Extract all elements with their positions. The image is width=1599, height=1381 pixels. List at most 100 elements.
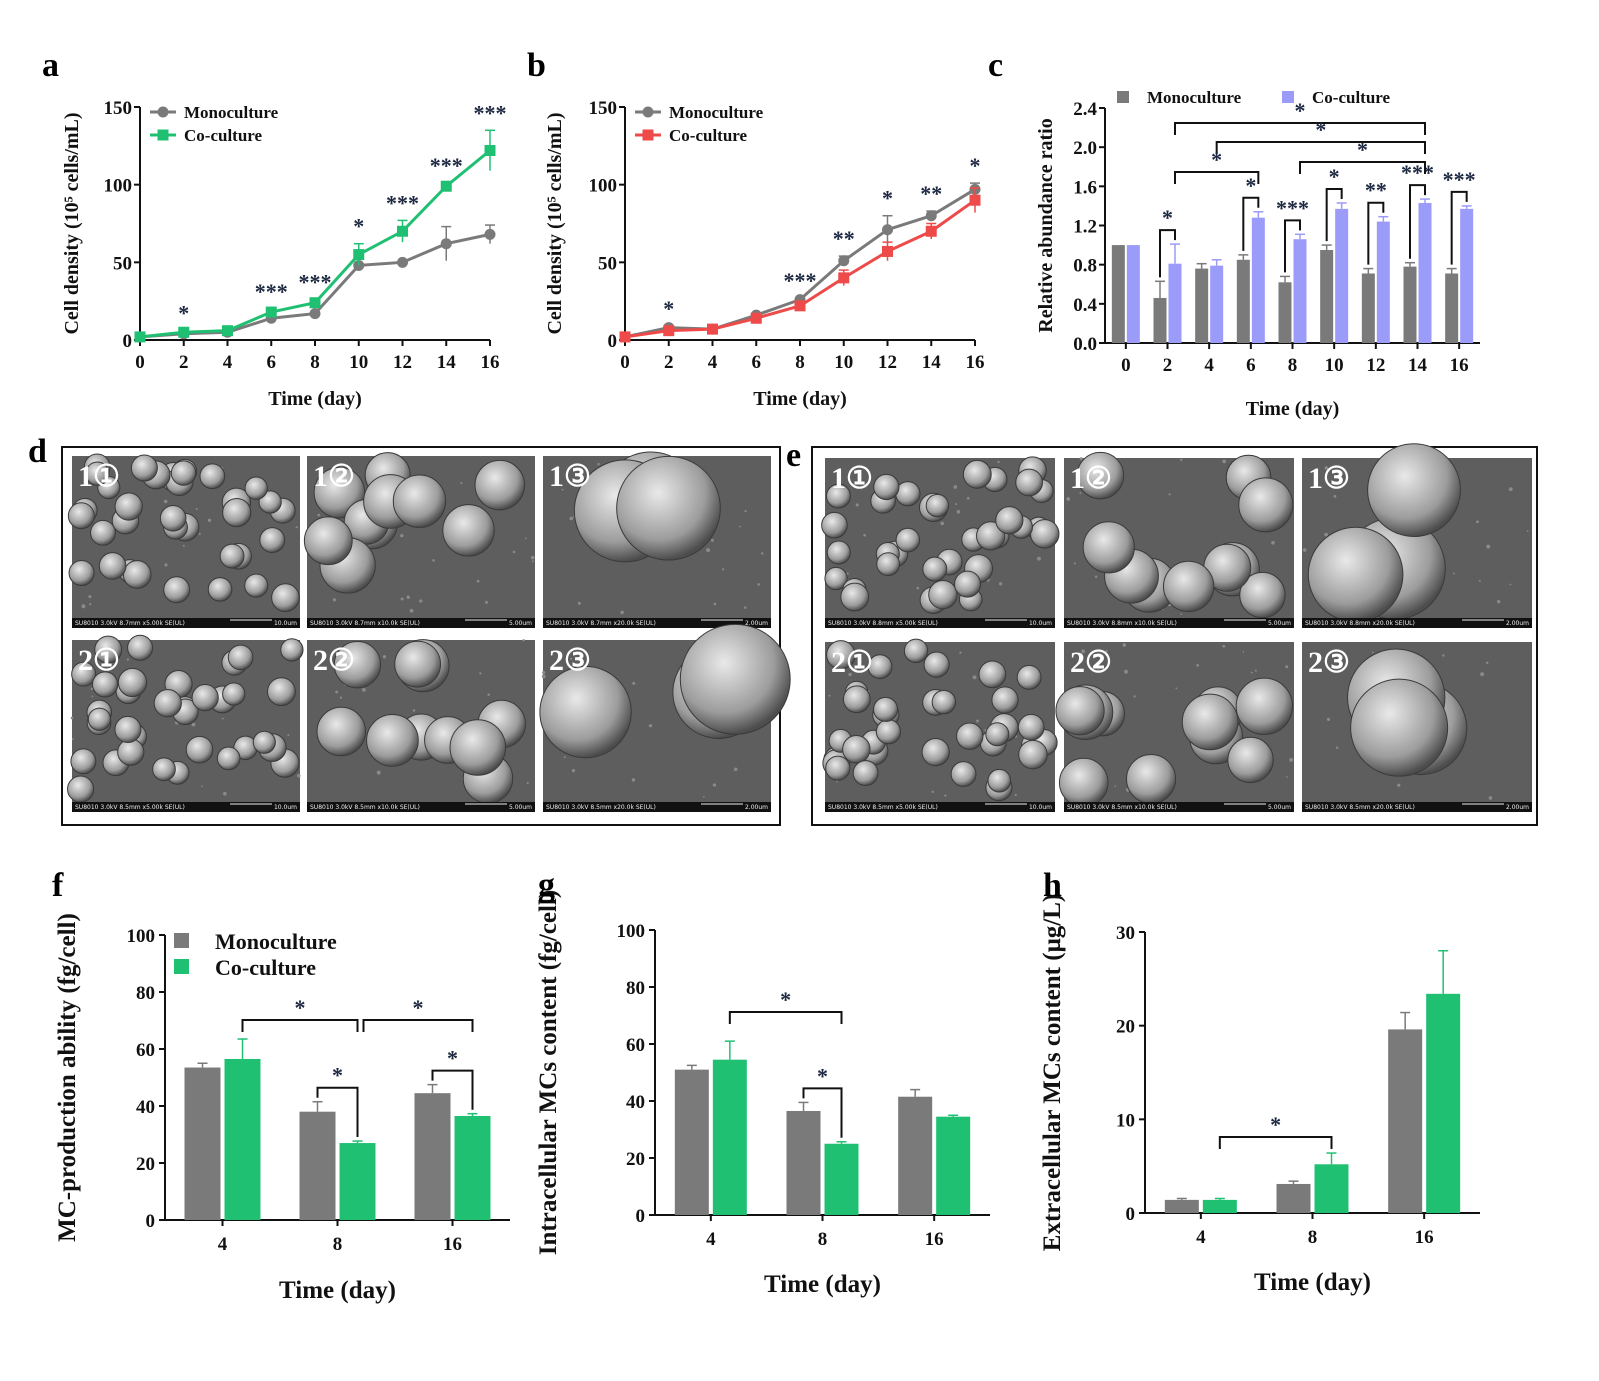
micrograph-scale: 5.00um bbox=[509, 804, 532, 811]
debris-speck bbox=[1242, 650, 1245, 653]
debris-speck bbox=[530, 555, 535, 560]
debris-speck bbox=[297, 774, 301, 778]
pair-bracket bbox=[1284, 219, 1301, 273]
cross-bracket bbox=[1218, 1136, 1333, 1149]
algal-cell bbox=[1239, 571, 1286, 619]
algal-cell bbox=[127, 634, 154, 661]
micrograph-scale: 2.00um bbox=[1506, 804, 1529, 811]
algal-cell bbox=[950, 761, 977, 787]
data-point bbox=[309, 297, 321, 309]
algal-cell bbox=[824, 566, 848, 591]
algal-cell bbox=[442, 504, 495, 557]
x-tick-label: 10 bbox=[834, 352, 853, 373]
y-tick-label: 0.8 bbox=[1073, 256, 1097, 277]
debris-speck bbox=[620, 610, 624, 615]
debris-speck bbox=[287, 734, 290, 737]
debris-speck bbox=[1496, 599, 1501, 604]
significance-marker: * bbox=[970, 153, 981, 178]
sem-micrograph: SU8010 3.0kV 8.5mm x20.0k SE(UL) 2.00um 2③ bbox=[1302, 642, 1532, 812]
significance-marker: * bbox=[817, 1063, 828, 1088]
debris-speck bbox=[317, 513, 321, 517]
algal-cell bbox=[122, 560, 152, 589]
debris-speck bbox=[1079, 492, 1082, 495]
y-axis-title: Relative abundance ratio bbox=[1035, 118, 1057, 332]
debris-speck bbox=[561, 488, 564, 491]
micrograph-label: 2① bbox=[78, 644, 120, 677]
bar-co-culture bbox=[1376, 221, 1390, 343]
pair-bracket bbox=[1325, 187, 1343, 242]
debris-speck bbox=[966, 496, 970, 500]
significance-marker: * bbox=[1162, 205, 1173, 230]
micrograph-caption-bar bbox=[543, 802, 771, 812]
data-point bbox=[794, 300, 806, 312]
y-axis-title: Cell density (10⁵ cells/mL) bbox=[61, 112, 83, 334]
algal-cell bbox=[153, 689, 182, 718]
significance-marker: * bbox=[663, 296, 674, 321]
algal-cell bbox=[85, 461, 110, 486]
algal-cell bbox=[1367, 443, 1461, 537]
legend-marker bbox=[157, 129, 169, 141]
algal-cell bbox=[1055, 686, 1105, 736]
y-tick-label: 0.4 bbox=[1073, 295, 1097, 316]
pair-bracket bbox=[431, 1069, 474, 1110]
y-tick-label: 20 bbox=[136, 1154, 155, 1175]
debris-speck bbox=[1105, 650, 1108, 653]
debris-speck bbox=[522, 639, 525, 642]
sem-panel-d: SU8010 3.0kV 8.7mm x5.00k SE(UL) 10.0um 1①… bbox=[61, 446, 791, 826]
debris-speck bbox=[976, 719, 979, 723]
y-tick-label: 2.0 bbox=[1073, 138, 1097, 159]
sem-micrograph: SU8010 3.0kV 8.5mm x5.00k SE(UL) 10.0um 2① bbox=[822, 638, 1058, 812]
debris-speck bbox=[1196, 664, 1200, 667]
pair-bracket bbox=[1409, 184, 1426, 259]
algal-cell bbox=[170, 460, 197, 486]
algal-cell bbox=[333, 641, 382, 689]
debris-speck bbox=[1037, 556, 1041, 561]
debris-speck bbox=[221, 717, 224, 720]
significance-marker: * bbox=[178, 301, 189, 326]
bar-monoculture bbox=[1111, 245, 1125, 343]
algal-cell bbox=[903, 638, 929, 664]
debris-speck bbox=[1073, 562, 1076, 565]
debris-speck bbox=[853, 668, 858, 673]
debris-speck bbox=[1324, 532, 1328, 537]
y-tick-label: 0 bbox=[1126, 1204, 1136, 1225]
debris-speck bbox=[1488, 796, 1493, 800]
algal-cell bbox=[90, 519, 116, 546]
debris-speck bbox=[940, 521, 945, 526]
y-tick-label: 0 bbox=[146, 1211, 156, 1232]
debris-speck bbox=[476, 579, 480, 583]
bar-co-culture bbox=[339, 1143, 376, 1220]
legend-marker bbox=[642, 129, 654, 141]
algal-cell bbox=[954, 570, 982, 598]
debris-speck bbox=[848, 672, 852, 677]
debris-speck bbox=[1286, 776, 1288, 778]
x-tick-label: 10 bbox=[349, 352, 368, 373]
sem-micrograph: SU8010 3.0kV 8.8mm x20.0k SE(UL) 2.00um 1③ bbox=[1302, 443, 1532, 628]
legend-label: Co-culture bbox=[1312, 88, 1391, 107]
micrograph-caption-bar bbox=[1064, 802, 1294, 812]
algal-cell bbox=[1082, 521, 1135, 574]
chart-b: 0 50 100 150 0 2 4 6 8 10 12 14 16 Time (day) Cell den… bbox=[544, 98, 985, 410]
micrograph-scale: 5.00um bbox=[509, 620, 532, 627]
sem-micrograph: SU8010 3.0kV 8.5mm x20.0k SE(UL) 2.00um 2③ bbox=[539, 623, 791, 812]
significance-marker: *** bbox=[386, 190, 419, 215]
bar-monoculture bbox=[1164, 1199, 1199, 1213]
micrograph-scale: 2.00um bbox=[1506, 620, 1529, 627]
x-tick-label: 2 bbox=[664, 352, 674, 373]
debris-speck bbox=[706, 548, 711, 553]
data-point bbox=[925, 210, 937, 222]
debris-speck bbox=[382, 655, 387, 659]
algal-cell bbox=[1016, 664, 1042, 690]
algal-cell bbox=[985, 722, 1010, 747]
algal-cell bbox=[191, 684, 219, 712]
micrograph-caption: SU8010 3.0kV 8.8mm x5.00k SE(UL) bbox=[828, 620, 938, 627]
debris-speck bbox=[223, 791, 227, 796]
algal-cell bbox=[159, 504, 187, 532]
significance-marker: *** bbox=[299, 270, 332, 295]
debris-speck bbox=[1122, 643, 1127, 647]
algal-cell bbox=[258, 490, 282, 514]
algal-cell bbox=[1076, 451, 1125, 500]
algal-cell bbox=[244, 476, 268, 500]
algal-cell bbox=[280, 638, 304, 662]
